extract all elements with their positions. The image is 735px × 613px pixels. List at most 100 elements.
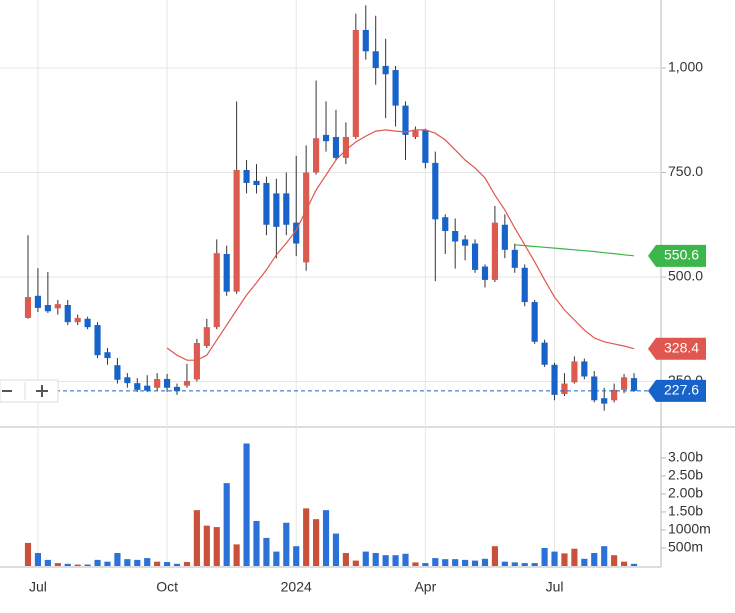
volume-bar [124,559,131,566]
candle-body [193,343,200,380]
candle-body [124,377,131,384]
volume-tick-label: 500m [668,539,703,555]
volume-bar [372,553,379,566]
y-tick-label: 1,000 [668,59,703,75]
volume-bar [620,561,628,566]
y-tick-label: 750.0 [668,163,703,179]
volume-bar [34,553,42,566]
candle-body [223,254,230,292]
volume-bar [601,546,608,566]
candle-body [34,295,42,308]
volume-bar [491,546,498,566]
candle-body [462,239,469,246]
volume-bar [422,563,429,566]
volume-bar [134,559,141,566]
y-tick-label: 500.0 [668,268,703,284]
candle-body [253,180,260,186]
candle-body [541,342,548,365]
candle-body [551,364,558,395]
last-value-label: 227.6 [664,382,699,398]
last-value-label: 550.6 [664,247,699,263]
zoom-controls[interactable] [0,379,59,403]
volume-bar [511,562,518,566]
last-value-flag [648,379,706,402]
volume-bar [144,558,151,566]
volume-bar [581,558,588,566]
volume-bar [412,562,419,566]
volume-bar [561,553,568,566]
candle-body [154,378,161,388]
candle-body [630,378,638,391]
x-tick-label: Oct [156,579,178,595]
volume-tick-label: 1000m [668,521,711,537]
moving-average [514,244,635,257]
candle-body [273,193,280,227]
volume-bar [203,525,210,566]
last-value-flag [648,337,706,360]
volume-bar [342,553,349,566]
volume-bar [531,563,538,566]
candle-body [372,51,379,69]
x-tick-label: Apr [414,579,436,595]
volume-bar [253,520,260,566]
volume-bar [263,537,270,566]
x-tick-label: Jul [546,579,564,595]
volume-tick-label: 1.50b [668,503,703,519]
candle-body [293,222,300,244]
volume-bar [183,562,191,566]
volume-bar [462,559,469,566]
candle-body [183,381,191,386]
candle-body [392,70,399,106]
volume-bar [551,551,558,566]
volume-bar [402,553,409,566]
candle-body [511,249,518,268]
zoom-box [0,379,59,403]
candle-body [501,224,508,250]
volume-bar [521,563,528,566]
candle-body [84,318,91,328]
candle-body [164,378,171,388]
volume-bar [164,562,171,566]
volume-tick-label: 2.50b [668,467,703,483]
last-value-flag [648,244,706,267]
volume-bar [293,546,300,566]
volume-bar [630,563,638,566]
candle-body [144,385,151,391]
candle-body [561,383,568,395]
volume-bar [193,510,200,566]
volume-bar [173,563,181,566]
volume-bar [332,533,340,566]
volume-bar [392,555,399,566]
candle-body [283,193,290,225]
candle-body [521,267,528,303]
candle-body [44,304,51,312]
candle-body [422,129,429,163]
x-tick-label: Jul [29,579,47,595]
volume-bar [313,519,320,566]
candle-body [322,134,330,142]
volume-bar [432,558,439,566]
candle-body [54,304,61,309]
moving-average [166,129,635,361]
volume-bar [223,483,230,566]
candle-body [134,383,141,390]
volume-bar [233,544,240,566]
candle-body [481,266,489,280]
candle-body [104,352,111,359]
volume-bar [571,548,578,566]
volume-bar [352,560,359,566]
candle-body [591,376,598,401]
candle-body [382,65,389,75]
candle-body [571,361,578,383]
candle-body [74,317,81,323]
candle-body [412,130,419,137]
candle-body [233,169,240,292]
volume-bar [322,510,330,566]
x-tick-label: 2024 [281,579,312,595]
volume-bar [382,555,389,566]
candle-body [114,365,121,380]
candle-body [452,231,459,242]
volume-bar [442,559,449,566]
candle-body [263,182,270,225]
